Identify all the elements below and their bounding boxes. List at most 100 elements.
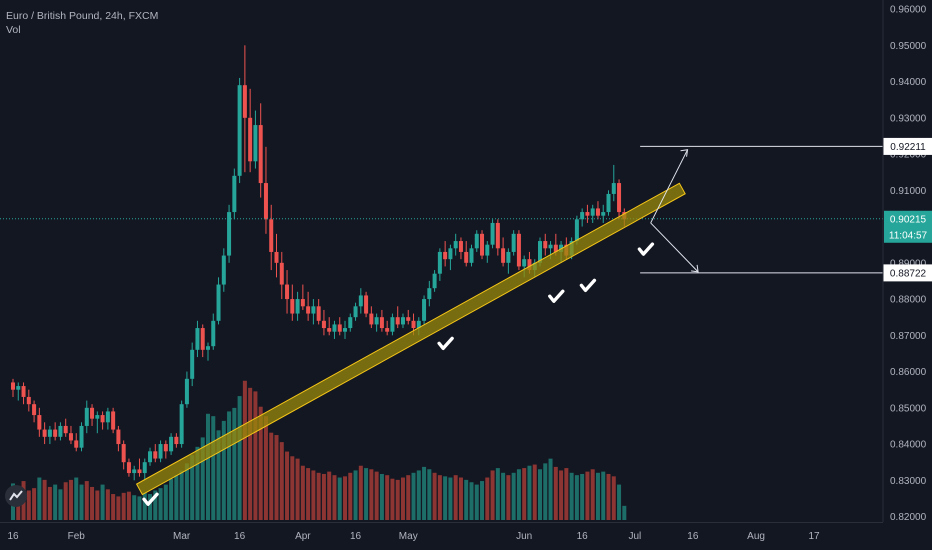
checkmark-icon[interactable] xyxy=(437,336,454,351)
price-tick-label: 0.82000 xyxy=(890,512,927,523)
candle-body xyxy=(290,299,295,314)
volume-bar xyxy=(205,413,210,520)
candle-body xyxy=(285,284,290,300)
volume-bar xyxy=(395,479,400,520)
price-tick-label: 0.94000 xyxy=(890,77,927,88)
volume-bar xyxy=(253,391,258,520)
candle-body xyxy=(121,444,126,463)
logo-mark-icon xyxy=(9,490,23,501)
volume-bar xyxy=(585,471,590,520)
volume-bar xyxy=(195,446,200,520)
upside-arrow[interactable] xyxy=(650,149,689,224)
lower-target-label-text: 0.88722 xyxy=(890,268,927,279)
volume-bar xyxy=(295,458,300,520)
volume-bar xyxy=(453,475,458,520)
checkmark-icon[interactable] xyxy=(637,242,655,256)
volume-bar xyxy=(53,484,58,520)
volume-bar xyxy=(522,468,527,520)
volume-bar xyxy=(332,475,337,520)
candle-body xyxy=(16,386,21,390)
downside-arrow[interactable] xyxy=(650,222,699,273)
candle-body xyxy=(274,251,279,263)
countdown-text: 11:04:57 xyxy=(889,230,928,241)
volume-bar xyxy=(622,505,627,520)
candle-body xyxy=(105,411,110,423)
time-tick-label: 17 xyxy=(808,531,820,542)
candle-body xyxy=(142,462,147,474)
candle-body xyxy=(400,317,405,325)
candle-body xyxy=(437,251,442,274)
candle-body xyxy=(474,233,479,249)
volume-bar xyxy=(211,416,216,520)
volume-bar xyxy=(79,484,84,520)
price-labels: 0.92211 0.88722 0.90215 11:04:57 xyxy=(883,137,932,282)
volume-bar xyxy=(316,472,321,520)
volume-indicator-label[interactable]: Vol xyxy=(6,24,21,36)
candle-body xyxy=(617,183,622,213)
checkmark-icon[interactable] xyxy=(579,278,597,293)
volume-bar xyxy=(506,475,511,520)
volume-bar xyxy=(153,490,158,520)
candle-body xyxy=(205,346,210,350)
drawings[interactable] xyxy=(0,145,883,506)
candle-body xyxy=(100,415,105,423)
volume-bar xyxy=(543,463,548,520)
volume-bar xyxy=(163,484,168,520)
candle-body xyxy=(364,295,369,314)
volume-bar xyxy=(495,468,500,520)
time-tick-label: 16 xyxy=(577,531,589,542)
candle-body xyxy=(148,451,153,463)
volume-bar xyxy=(321,473,326,520)
volume-bar xyxy=(137,496,142,520)
candle-body xyxy=(358,295,363,307)
candle-body xyxy=(84,407,89,426)
volume-bar xyxy=(126,491,131,520)
trendline-band[interactable] xyxy=(135,182,686,496)
time-tick-label: Feb xyxy=(68,531,86,542)
candle-body xyxy=(279,262,284,285)
candle-body xyxy=(21,386,26,397)
time-tick-label: 16 xyxy=(687,531,699,542)
candle-body xyxy=(543,241,548,249)
candle-body xyxy=(221,255,226,285)
candle-body xyxy=(501,248,506,263)
volume-bar xyxy=(580,473,585,520)
candle-body xyxy=(90,407,95,419)
volume-bar xyxy=(516,469,521,520)
candle-body xyxy=(490,222,495,245)
checkmark-icon[interactable] xyxy=(142,492,159,506)
volume-bar xyxy=(469,482,474,520)
price-tick-label: 0.86000 xyxy=(890,367,927,378)
volume-bar xyxy=(148,494,153,520)
tradingview-logo-icon[interactable] xyxy=(5,485,27,507)
symbol-title[interactable]: Euro / British Pound, 24h, FXCM xyxy=(6,10,159,22)
candle-body xyxy=(427,288,432,300)
volume-bar xyxy=(311,470,316,520)
candle-body xyxy=(200,328,205,350)
volume-bar xyxy=(26,490,31,520)
volume-bar xyxy=(306,468,311,520)
time-axis[interactable]: 16 Feb Mar 16 Apr 16 May Jun 16 Jul 16 Aug 17 xyxy=(0,522,883,543)
candle-body xyxy=(32,404,37,416)
candle-body xyxy=(26,396,31,405)
candle-body xyxy=(311,306,316,314)
candle-body xyxy=(190,349,195,379)
volume-bar xyxy=(511,472,516,520)
volume-bar xyxy=(432,472,437,520)
volume-bar xyxy=(400,477,405,520)
volume-bar xyxy=(617,484,622,520)
upper-target-label-text: 0.92211 xyxy=(890,142,926,153)
candle-body xyxy=(385,328,390,332)
candle-body xyxy=(158,444,163,459)
candle-body xyxy=(432,273,437,289)
candle-body xyxy=(37,415,42,430)
candle-body xyxy=(111,411,116,430)
candle-body xyxy=(611,183,616,194)
legend: Euro / British Pound, 24h, FXCM Vol xyxy=(6,9,158,37)
candle-body xyxy=(485,244,490,256)
candle-body xyxy=(269,219,274,252)
checkmark-icon[interactable] xyxy=(548,289,565,303)
volume-bar xyxy=(569,472,574,520)
candle-body xyxy=(353,306,358,318)
